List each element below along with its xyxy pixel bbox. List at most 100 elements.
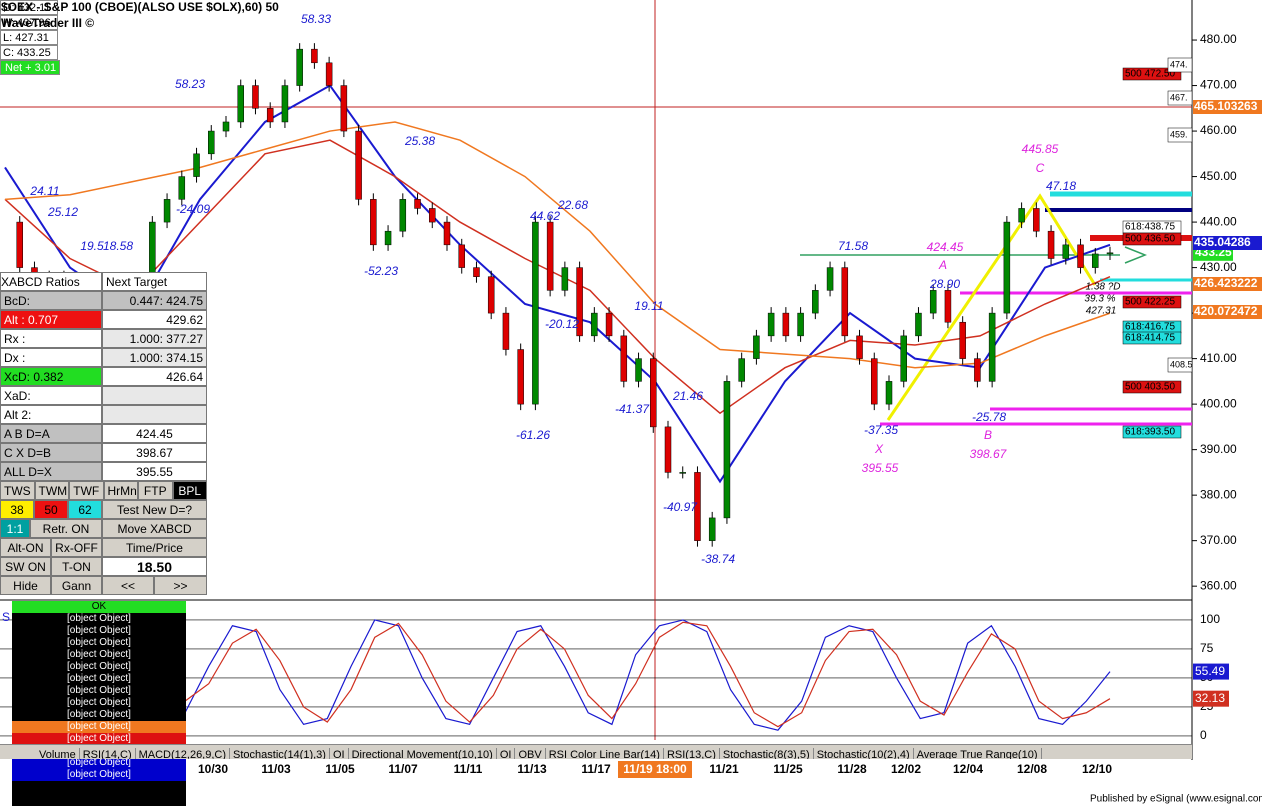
panel-button[interactable]: Alt-ON (0, 538, 51, 557)
panel-button[interactable]: Hide (0, 576, 51, 595)
candle (384, 230, 392, 246)
panel-button[interactable]: 18.50 (102, 557, 207, 576)
ratio-label: ALL D=X (0, 462, 102, 481)
level-box (1122, 232, 1182, 246)
panel-button[interactable]: Gann (51, 576, 102, 595)
candle (325, 62, 333, 86)
candle (252, 85, 259, 109)
level-box (1122, 331, 1182, 345)
ratio-value: 395.55 (102, 462, 207, 481)
ratio-value (102, 405, 207, 424)
data-window-status: OK (12, 601, 186, 613)
candle (929, 290, 937, 314)
panel-button[interactable]: TWS (0, 481, 35, 500)
level-box (1122, 295, 1182, 309)
candle (1077, 244, 1084, 268)
indicator-tab[interactable]: RSI Color Line Bar(14) (546, 748, 664, 759)
level-box-label: 500 472.50 (1125, 69, 1175, 80)
panel-button[interactable]: Test New D=? (102, 500, 207, 519)
candle (399, 199, 407, 232)
data-window-line: [object Object] (12, 709, 186, 721)
x-tick-label: 12/08 (1017, 762, 1047, 776)
ratio-label: A B D=A (0, 424, 102, 443)
candle (561, 267, 569, 291)
panel-button[interactable]: BPL (172, 481, 207, 500)
indicator-tab[interactable]: OI (330, 748, 349, 759)
x-tick-label: 11/11 (454, 762, 483, 776)
data-window-line: [object Object] (12, 697, 186, 709)
panel-button[interactable]: FTP (138, 481, 173, 500)
level-box-label: 618:438.75 (1125, 222, 1175, 233)
candle (1092, 253, 1099, 268)
indicator-tab[interactable]: Average True Range(10) (914, 748, 1042, 759)
candle (753, 335, 760, 359)
wave-label: -52.23 (364, 264, 398, 278)
candle (679, 472, 686, 474)
candle (266, 108, 274, 123)
y-tick-label: 390.00 (1200, 442, 1237, 456)
pattern-label: 445.85 (1022, 142, 1059, 156)
candle (1003, 221, 1011, 314)
panel-button[interactable]: Move XABCD (102, 519, 207, 538)
wave-label: 427.31 (1086, 306, 1117, 317)
axis-box (1167, 127, 1193, 143)
panel-button[interactable]: TWF (69, 481, 104, 500)
candle (694, 472, 701, 541)
candle (635, 358, 642, 382)
stochastic-last-box (1193, 690, 1229, 707)
panel-button[interactable]: 38 (0, 500, 34, 519)
axis-box-label: 467. (1170, 92, 1188, 102)
indicator-tab[interactable]: OBV (515, 748, 546, 759)
ratio-label: BcD: (0, 291, 102, 310)
indicator-tab[interactable]: Stochastic(14(1),3) (230, 748, 330, 759)
data-window-line: [object Object] (12, 613, 186, 625)
indicator-tab[interactable]: Stochastic(10(2),4) (814, 748, 914, 759)
y-tick-label: 460.00 (1200, 123, 1237, 137)
axis-box-label: 465.103263 (1194, 99, 1258, 113)
candle (311, 48, 318, 64)
candle (178, 176, 186, 200)
ratio-label: XcD: 0.382 (0, 367, 102, 386)
x-tick-label: 11/03 (261, 762, 291, 776)
candle (1062, 244, 1070, 259)
quote-field: O: 432.11 (0, 0, 58, 15)
indicator-tab[interactable]: RSI(14,C) (80, 748, 136, 759)
candle (296, 48, 303, 86)
panel-button[interactable]: TWM (34, 481, 69, 500)
indicator-tab[interactable]: RSI(13,C) (664, 748, 720, 759)
level-box (1122, 425, 1182, 439)
panel-button[interactable]: 50 (34, 500, 68, 519)
candle (517, 349, 524, 405)
indicator-tab[interactable]: Stochastic(8(3),5) (720, 748, 814, 759)
level-box (1122, 67, 1182, 81)
indicator-tab[interactable]: Directional Movement(10,10) (349, 748, 497, 759)
x-tick-label: 11/21 (709, 762, 739, 776)
candle (738, 358, 745, 382)
axis-box-label: 474. (1170, 59, 1188, 69)
panel-button[interactable]: >> (154, 576, 207, 595)
level-box-label: 500 436.50 (1125, 234, 1175, 245)
x-tick-label: 12/04 (953, 762, 983, 776)
wave-label: -38.74 (701, 552, 735, 566)
panel-button[interactable]: HrMn (103, 481, 138, 500)
panel-button[interactable]: 62 (68, 500, 102, 519)
quote-field: L: 427.31 (0, 30, 58, 45)
data-window-line: [object Object] (12, 661, 186, 673)
panel-button[interactable]: Time/Price (102, 538, 207, 557)
panel-button[interactable]: Retr. ON (30, 519, 102, 538)
candle (664, 426, 672, 473)
cursor-label-bg (618, 761, 692, 778)
panel-button[interactable]: 1:1 (0, 519, 30, 538)
panel-button[interactable]: T-ON (51, 557, 102, 576)
ratio-label: Alt : 0.707 (0, 310, 102, 329)
panel-button[interactable]: << (102, 576, 154, 595)
stochastic-last-box (1193, 663, 1229, 680)
indicator-tab[interactable]: MACD(12,26,9,C) (136, 748, 231, 759)
indicator-tab[interactable]: OI (497, 748, 516, 759)
wave-label: 71.58 (838, 239, 868, 253)
candle (546, 221, 554, 291)
panel-button[interactable]: Rx-OFF (51, 538, 102, 557)
panel-button[interactable]: SW ON (0, 557, 51, 576)
indicator-tab[interactable]: Volume (36, 748, 80, 759)
wave-label: 19.5 (80, 239, 104, 253)
